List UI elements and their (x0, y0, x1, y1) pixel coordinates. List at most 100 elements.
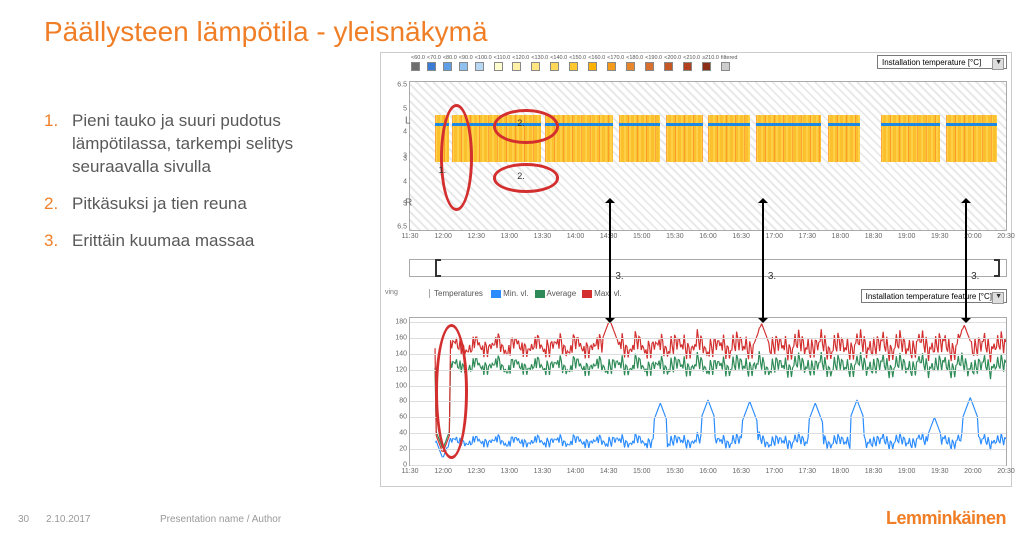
annotation-ellipse (440, 104, 473, 211)
x-tick: 16:00 (699, 233, 717, 240)
legend-bin: <160.0 (588, 55, 605, 71)
legend-bin: ≥210.0 (702, 55, 719, 71)
time-range-selector[interactable] (409, 259, 1007, 277)
legend-bin: <100.0 (475, 55, 492, 71)
y-tick: 100 (395, 382, 407, 389)
paving-segment (828, 115, 860, 162)
x-tick: 13:30 (534, 468, 552, 475)
bullet-3: Erittäin kuumaa massaa (44, 230, 354, 253)
y-tick: 3 (403, 155, 407, 162)
heatmap-plot: 6.55433456.511:3012:0012:3013:0013:3014:… (409, 81, 1007, 231)
legend-bin: <130.0 (531, 55, 548, 71)
x-tick: 16:30 (732, 468, 750, 475)
range-handle-left[interactable] (435, 259, 441, 277)
y-tick: 60 (399, 414, 407, 421)
bullet-list: Pieni tauko ja suuri pudotus lämpötilass… (44, 110, 354, 267)
blue-band (666, 123, 703, 126)
bullet-2: Pitkäsuksi ja tien reuna (44, 193, 354, 216)
gridline (410, 386, 1006, 387)
dropdown-label: Installation temperature [°C] (882, 58, 981, 67)
legend-bin: <70.0 (427, 55, 441, 71)
heatmap-feature-dropdown[interactable]: Installation temperature [°C] ▼ (877, 55, 1007, 69)
legend-bin: filtered (721, 55, 738, 71)
x-tick: 19:30 (931, 233, 949, 240)
blue-band (756, 123, 822, 126)
x-tick: 13:00 (501, 468, 519, 475)
x-tick: 19:00 (898, 468, 916, 475)
lane-label-R: R (405, 198, 412, 209)
legend-bin: <150.0 (569, 55, 586, 71)
blue-band (881, 123, 941, 126)
chevron-down-icon: ▼ (995, 293, 1002, 300)
x-tick: 20:00 (964, 468, 982, 475)
footer-presentation-name: Presentation name / Author (160, 514, 281, 525)
x-tick: 15:00 (633, 468, 651, 475)
y-tick: 4 (403, 129, 407, 136)
legend-bin: <60.0 (411, 55, 425, 71)
blue-band (708, 123, 750, 126)
logo: Lemminkäinen (886, 508, 1006, 529)
x-tick: 19:00 (898, 233, 916, 240)
blue-band (946, 123, 997, 126)
slide: Päällysteen lämpötila - yleisnäkymä Pien… (0, 0, 1024, 537)
y-tick: 140 (395, 350, 407, 357)
legend-bin: <140.0 (550, 55, 567, 71)
paving-segment (708, 115, 750, 162)
line-chart: ving Temperatures Min. vl.AverageMax. vl… (381, 287, 1011, 486)
chart-container: <60.0<70.0<80.0<90.0<100.0<110.0<120.0<1… (380, 52, 1012, 487)
x-tick: 20:00 (964, 233, 982, 240)
y-tick: 5 (403, 105, 407, 112)
x-tick: 18:30 (865, 468, 883, 475)
blue-band (828, 123, 860, 126)
line-chart-legend: Temperatures Min. vl.AverageMax. vl. (411, 289, 622, 298)
page-number: 30 (18, 514, 29, 525)
x-tick: 14:00 (567, 468, 585, 475)
gridline (410, 417, 1006, 418)
x-tick: 17:30 (799, 468, 817, 475)
gridline (410, 465, 1006, 466)
annotation-label: 1. (439, 165, 447, 175)
range-handle-right[interactable] (994, 259, 1000, 277)
x-tick: 13:30 (534, 233, 552, 240)
y-tick: 160 (395, 334, 407, 341)
line-chart-feature-dropdown[interactable]: Installation temperature feature [°C] ▼ (861, 289, 1007, 303)
x-tick: 14:30 (600, 233, 618, 240)
legend-bin: <90.0 (459, 55, 473, 71)
x-tick: 12:00 (434, 468, 452, 475)
y-tick: 4 (403, 178, 407, 185)
paving-segment (666, 115, 703, 162)
x-tick: 18:30 (865, 233, 883, 240)
legend-bin: <210.0 (683, 55, 700, 71)
legend-bin: <120.0 (512, 55, 529, 71)
x-tick: 14:30 (600, 468, 618, 475)
x-tick: 11:30 (402, 468, 419, 475)
annotation-ellipse (435, 324, 468, 459)
lane-label-L: L (405, 116, 411, 127)
gridline (410, 354, 1006, 355)
gridline (410, 370, 1006, 371)
x-tick: 12:00 (434, 233, 452, 240)
paving-segment (756, 115, 822, 162)
x-tick: 14:00 (567, 233, 585, 240)
x-tick: 20:30 (997, 233, 1015, 240)
gridline (410, 338, 1006, 339)
y-tick: 6.5 (397, 224, 407, 231)
annotation-label: 2. (517, 118, 525, 128)
x-tick: 15:00 (633, 233, 651, 240)
blue-band (619, 123, 661, 126)
y-tick: 180 (395, 318, 407, 325)
x-tick: 17:30 (799, 233, 817, 240)
bullet-1: Pieni tauko ja suuri pudotus lämpötilass… (44, 110, 354, 179)
x-tick: 18:00 (832, 468, 850, 475)
x-tick: 12:30 (467, 468, 485, 475)
annotation-ellipse (493, 109, 559, 145)
y-tick: 80 (399, 398, 407, 405)
x-tick: 16:00 (699, 468, 717, 475)
legend-bin: <200.0 (664, 55, 681, 71)
legend-bin: <170.0 (607, 55, 624, 71)
annotation-label: 2. (517, 171, 525, 181)
x-tick: 17:00 (765, 468, 783, 475)
footer: 30 2.10.2017 Presentation name / Author … (0, 503, 1024, 537)
paving-segment (881, 115, 941, 162)
legend-title: Temperatures (429, 289, 483, 298)
